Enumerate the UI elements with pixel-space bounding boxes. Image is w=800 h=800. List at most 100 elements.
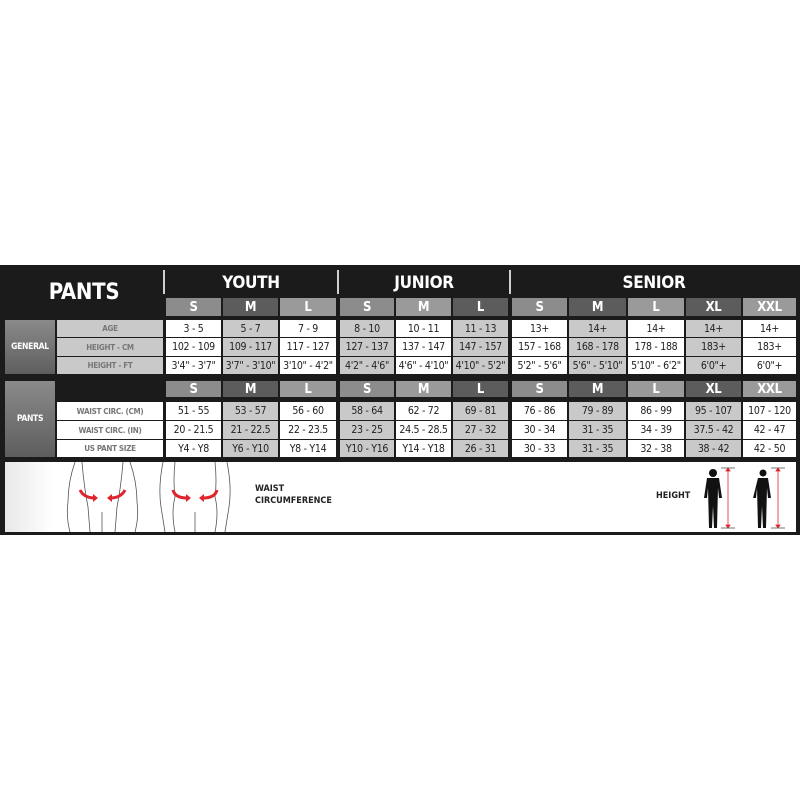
- table-cell: 137 - 147: [396, 338, 451, 356]
- size-header-senior-l: L: [628, 298, 684, 316]
- group-divider: [337, 270, 339, 294]
- table-cell: 14+: [686, 320, 741, 337]
- table-cell: Y14 - Y18: [396, 440, 451, 457]
- size-header-senior-xxl: XXL: [743, 381, 796, 397]
- table-cell: 109 - 117: [223, 338, 278, 356]
- table-cell: 8 - 10: [340, 320, 394, 337]
- size-header-junior-s: S: [340, 298, 394, 316]
- table-cell: 27 - 32: [453, 421, 508, 439]
- waist-circumference-label: WAIST CIRCUMFERENCE: [255, 484, 332, 506]
- table-cell: 86 - 99: [628, 402, 684, 420]
- size-header-senior-xxl: XXL: [743, 298, 796, 316]
- chart-title: PANTS: [48, 279, 120, 305]
- table-cell: 42 - 47: [743, 421, 796, 439]
- table-cell: 10 - 11: [396, 320, 451, 337]
- table-cell: 107 - 120: [743, 402, 796, 420]
- table-cell: 95 - 107: [686, 402, 741, 420]
- group-divider: [163, 270, 165, 294]
- table-cell: Y4 - Y8: [166, 440, 221, 457]
- table-cell: 127 - 137: [340, 338, 394, 356]
- size-header-youth-s: S: [166, 381, 221, 397]
- table-cell: 38 - 42: [686, 440, 741, 457]
- height-label: HEIGHT: [656, 491, 691, 501]
- table-cell: 3'10" - 4'2": [280, 357, 336, 374]
- row-label: AGE: [57, 320, 163, 337]
- table-cell: 62 - 72: [396, 402, 451, 420]
- table-cell: 6'0"+: [686, 357, 741, 374]
- measurement-guide: WAIST CIRCUMFERENCE HEIGHT: [5, 462, 796, 532]
- group-header-senior: SENIOR: [622, 272, 686, 293]
- size-header-senior-m: M: [569, 381, 626, 397]
- row-label: WAIST CIRC. (CM): [57, 402, 163, 420]
- table-cell: 178 - 188: [628, 338, 684, 356]
- size-header-senior-s: S: [512, 381, 567, 397]
- table-cell: 102 - 109: [166, 338, 221, 356]
- table-cell: 13+: [512, 320, 567, 337]
- size-header-youth-s: S: [166, 298, 221, 316]
- table-cell: 56 - 60: [280, 402, 336, 420]
- table-cell: 5'2" - 5'6": [512, 357, 567, 374]
- table-cell: 3'4" - 3'7": [166, 357, 221, 374]
- table-cell: 30 - 33: [512, 440, 567, 457]
- table-cell: 5'6" - 5'10": [569, 357, 626, 374]
- height-figures-icon: [704, 467, 785, 529]
- size-header-senior-s: S: [512, 298, 567, 316]
- table-cell: 14+: [569, 320, 626, 337]
- table-cell: 14+: [628, 320, 684, 337]
- table-cell: 5'10" - 6'2": [628, 357, 684, 374]
- table-cell: 117 - 127: [280, 338, 336, 356]
- table-cell: 14+: [743, 320, 796, 337]
- table-cell: 24.5 - 28.5: [396, 421, 451, 439]
- size-header-youth-m: M: [223, 298, 278, 316]
- section-label-pants: PANTS: [5, 381, 55, 457]
- size-header-junior-s: S: [340, 381, 394, 397]
- table-cell: 76 - 86: [512, 402, 567, 420]
- size-header-junior-l: L: [453, 381, 508, 397]
- table-cell: 20 - 21.5: [166, 421, 221, 439]
- size-header-junior-l: L: [453, 298, 508, 316]
- size-header-junior-m: M: [396, 298, 451, 316]
- size-header-senior-l: L: [628, 381, 684, 397]
- table-cell: 31 - 35: [569, 440, 626, 457]
- table-cell: 11 - 13: [453, 320, 508, 337]
- table-cell: 26 - 31: [453, 440, 508, 457]
- table-cell: 3 - 5: [166, 320, 221, 337]
- table-cell: 147 - 157: [453, 338, 508, 356]
- table-cell: 58 - 64: [340, 402, 394, 420]
- table-cell: 5 - 7: [223, 320, 278, 337]
- row-label: HEIGHT - FT: [57, 357, 163, 374]
- table-cell: 7 - 9: [280, 320, 336, 337]
- table-cell: 31 - 35: [569, 421, 626, 439]
- size-header-youth-m: M: [223, 381, 278, 397]
- table-cell: 51 - 55: [166, 402, 221, 420]
- table-cell: 30 - 34: [512, 421, 567, 439]
- table-cell: Y10 - Y16: [340, 440, 394, 457]
- table-cell: 3'7" - 3'10": [223, 357, 278, 374]
- table-cell: 22 - 23.5: [280, 421, 336, 439]
- size-header-senior-xl: XL: [686, 381, 741, 397]
- group-header-junior: JUNIOR: [394, 272, 454, 293]
- table-cell: 21 - 22.5: [223, 421, 278, 439]
- table-cell: Y6 - Y10: [223, 440, 278, 457]
- size-header-senior-m: M: [569, 298, 626, 316]
- group-header-youth: YOUTH: [222, 272, 280, 293]
- table-cell: 183+: [743, 338, 796, 356]
- table-cell: 34 - 39: [628, 421, 684, 439]
- size-header-youth-l: L: [280, 298, 336, 316]
- table-cell: 53 - 57: [223, 402, 278, 420]
- table-cell: Y8 - Y14: [280, 440, 336, 457]
- waist-figure-back-icon: [66, 462, 139, 532]
- size-header-junior-m: M: [396, 381, 451, 397]
- table-cell: 69 - 81: [453, 402, 508, 420]
- table-cell: 4'2" - 4'6": [340, 357, 394, 374]
- row-label: HEIGHT - CM: [57, 338, 163, 356]
- table-cell: 42 - 50: [743, 440, 796, 457]
- table-cell: 6'0"+: [743, 357, 796, 374]
- table-cell: 4'6" - 4'10": [396, 357, 451, 374]
- row-label: WAIST CIRC. (IN): [57, 421, 163, 439]
- table-cell: 37.5 - 42: [686, 421, 741, 439]
- waist-figure-front-icon: [159, 462, 231, 532]
- table-cell: 32 - 38: [628, 440, 684, 457]
- size-header-senior-xl: XL: [686, 298, 741, 316]
- table-cell: 4'10" - 5'2": [453, 357, 508, 374]
